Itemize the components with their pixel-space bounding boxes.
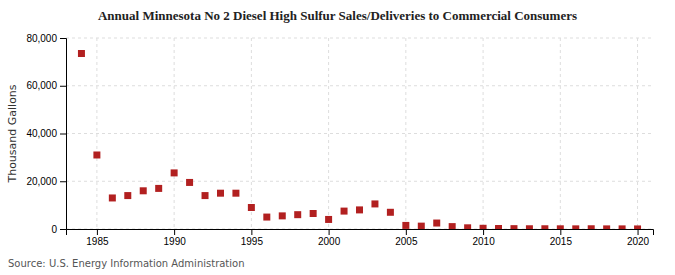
title: Annual Minnesota No 2 Diesel High Sulfur…	[98, 8, 577, 23]
grid-line	[637, 38, 638, 229]
tick-mark	[60, 134, 66, 135]
point	[480, 225, 487, 229]
tick-label: 2020	[627, 236, 650, 247]
point	[310, 210, 317, 217]
grid-line	[66, 181, 653, 182]
grid-line	[96, 38, 97, 229]
grid	[66, 38, 653, 229]
point	[449, 223, 456, 229]
point	[402, 222, 409, 229]
tick-label: 1995	[241, 236, 264, 247]
tick: 2015	[550, 229, 573, 247]
grid-line	[328, 38, 329, 229]
point	[557, 225, 564, 229]
point	[248, 204, 255, 211]
point	[263, 214, 270, 221]
chart: 1985 1990 1995 2000 2005 2010 2015 2020 0 20,000 4…	[0, 0, 675, 275]
point	[325, 216, 332, 223]
tick: 2020	[627, 229, 650, 247]
grid-line	[66, 133, 653, 134]
tick-mark	[406, 229, 407, 235]
tick-mark	[60, 229, 66, 230]
point	[387, 209, 394, 216]
point	[603, 225, 610, 229]
axis-line	[67, 230, 654, 236]
grid-line	[560, 38, 561, 229]
tick: 80,000	[26, 33, 66, 44]
point	[294, 211, 301, 218]
point	[140, 187, 147, 194]
tick-mark	[60, 38, 66, 39]
source-note: Source: U.S. Energy Information Administ…	[8, 258, 245, 269]
axis-line	[60, 39, 67, 230]
point	[171, 169, 178, 176]
grid-line	[174, 38, 175, 229]
tick-mark	[174, 229, 175, 235]
tick: 2000	[318, 229, 341, 247]
tick-label: 0	[51, 224, 57, 235]
tick-mark	[97, 229, 98, 235]
tick: 2010	[472, 229, 495, 247]
tick-mark	[638, 229, 639, 235]
tick: 2005	[395, 229, 418, 247]
point	[186, 179, 193, 186]
tick-label: 60,000	[26, 80, 57, 91]
tick: 20,000	[26, 176, 66, 187]
tick-label: 20,000	[26, 176, 57, 187]
y-axis-title: Thousand Gallons	[6, 84, 19, 183]
tick-mark	[329, 229, 330, 235]
point	[526, 225, 533, 229]
tick: 1990	[164, 229, 187, 247]
point	[464, 224, 471, 229]
x-axis: 1985 1990 1995 2000 2005 2010 2015 2020	[67, 229, 654, 247]
tick-mark	[251, 229, 252, 235]
grid-line	[251, 38, 252, 229]
tick-mark	[60, 86, 66, 87]
point	[232, 190, 239, 197]
tick-label: 80,000	[26, 33, 57, 44]
tick: 1985	[86, 229, 109, 247]
point	[109, 194, 116, 201]
point	[418, 223, 425, 229]
point	[202, 192, 209, 199]
point	[155, 185, 162, 192]
tick-label: 2015	[550, 236, 573, 247]
point	[619, 225, 626, 229]
point	[341, 208, 348, 215]
tick: 60,000	[26, 80, 66, 91]
point	[433, 220, 440, 227]
grid-line	[66, 85, 653, 86]
tick-label: 40,000	[26, 128, 57, 139]
plot: 1985 1990 1995 2000 2005 2010 2015 2020 0 20,000 4…	[26, 33, 653, 247]
tick-mark	[60, 181, 66, 182]
tick-label: 2010	[472, 236, 495, 247]
y-axis: 0 20,000 40,000 60,000 80,000	[26, 33, 66, 235]
tick-label: 1985	[86, 236, 109, 247]
point	[541, 225, 548, 229]
point	[124, 192, 131, 199]
point	[572, 225, 579, 229]
tick-label: 2005	[395, 236, 418, 247]
tick: 40,000	[26, 128, 66, 139]
point	[634, 225, 641, 229]
grid-line	[483, 38, 484, 229]
grid-line	[405, 38, 406, 229]
point	[495, 225, 502, 229]
tick: 0	[51, 224, 66, 235]
point	[78, 50, 85, 57]
grid-line	[66, 38, 653, 39]
point	[510, 225, 517, 229]
point	[93, 151, 100, 158]
point	[356, 206, 363, 213]
point	[279, 212, 286, 219]
point	[588, 225, 595, 229]
tick-label: 1990	[164, 236, 187, 247]
tick-mark	[560, 229, 561, 235]
points	[78, 50, 641, 229]
tick: 1995	[241, 229, 264, 247]
tick-label: 2000	[318, 236, 341, 247]
tick-mark	[483, 229, 484, 235]
point	[217, 190, 224, 197]
point	[371, 200, 378, 207]
